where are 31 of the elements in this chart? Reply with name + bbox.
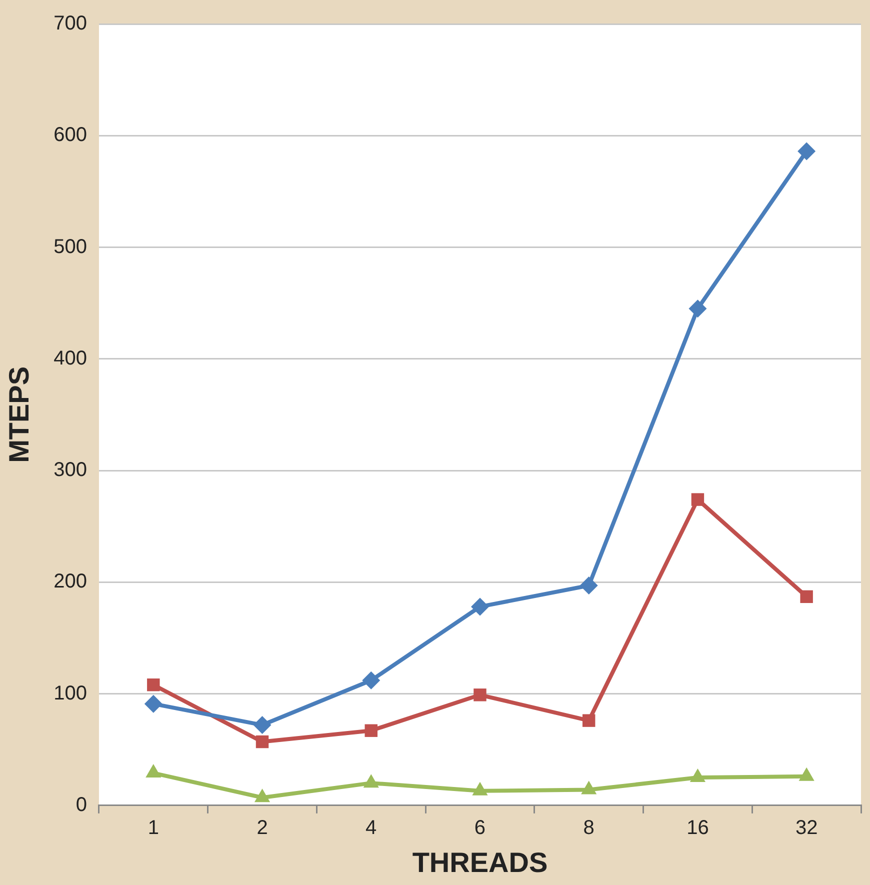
x-axis-title: THREADS <box>412 846 548 878</box>
x-tick-label: 16 <box>686 816 709 839</box>
y-tick-label: 0 <box>76 794 87 816</box>
x-tick-label: 8 <box>583 816 594 839</box>
x-tick-label: 2 <box>256 816 268 839</box>
point <box>144 694 162 713</box>
y-axis-title: MTEPS <box>4 366 35 463</box>
point <box>364 724 378 737</box>
point <box>147 678 160 692</box>
y-tick-label: 600 <box>54 124 87 146</box>
y-tick-label: 100 <box>54 682 87 704</box>
x-tick-label: 32 <box>795 816 818 839</box>
y-tick-label: 500 <box>54 236 87 258</box>
x-tick-label: 4 <box>366 816 377 839</box>
x-tick-label: 6 <box>474 816 486 839</box>
y-tick-label: 400 <box>54 347 87 370</box>
point <box>582 714 596 727</box>
point <box>470 598 489 616</box>
point <box>362 671 380 690</box>
point <box>256 735 269 748</box>
point <box>798 142 816 160</box>
point <box>800 590 813 604</box>
point <box>474 688 486 702</box>
y-tick-label: 700 <box>54 12 87 35</box>
point <box>253 716 272 734</box>
y-tick-label: 200 <box>54 570 87 593</box>
y-tick-label: 300 <box>54 459 87 482</box>
x-tick-label: 1 <box>148 816 159 839</box>
point <box>688 300 707 318</box>
point <box>691 493 704 506</box>
point <box>580 576 598 594</box>
